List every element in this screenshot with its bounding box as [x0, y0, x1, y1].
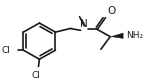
Text: NH₂: NH₂ — [126, 31, 143, 40]
Text: O: O — [107, 6, 116, 16]
Text: N: N — [80, 19, 88, 29]
Text: Cl: Cl — [2, 46, 10, 55]
Polygon shape — [111, 33, 123, 38]
Text: Cl: Cl — [31, 71, 40, 80]
